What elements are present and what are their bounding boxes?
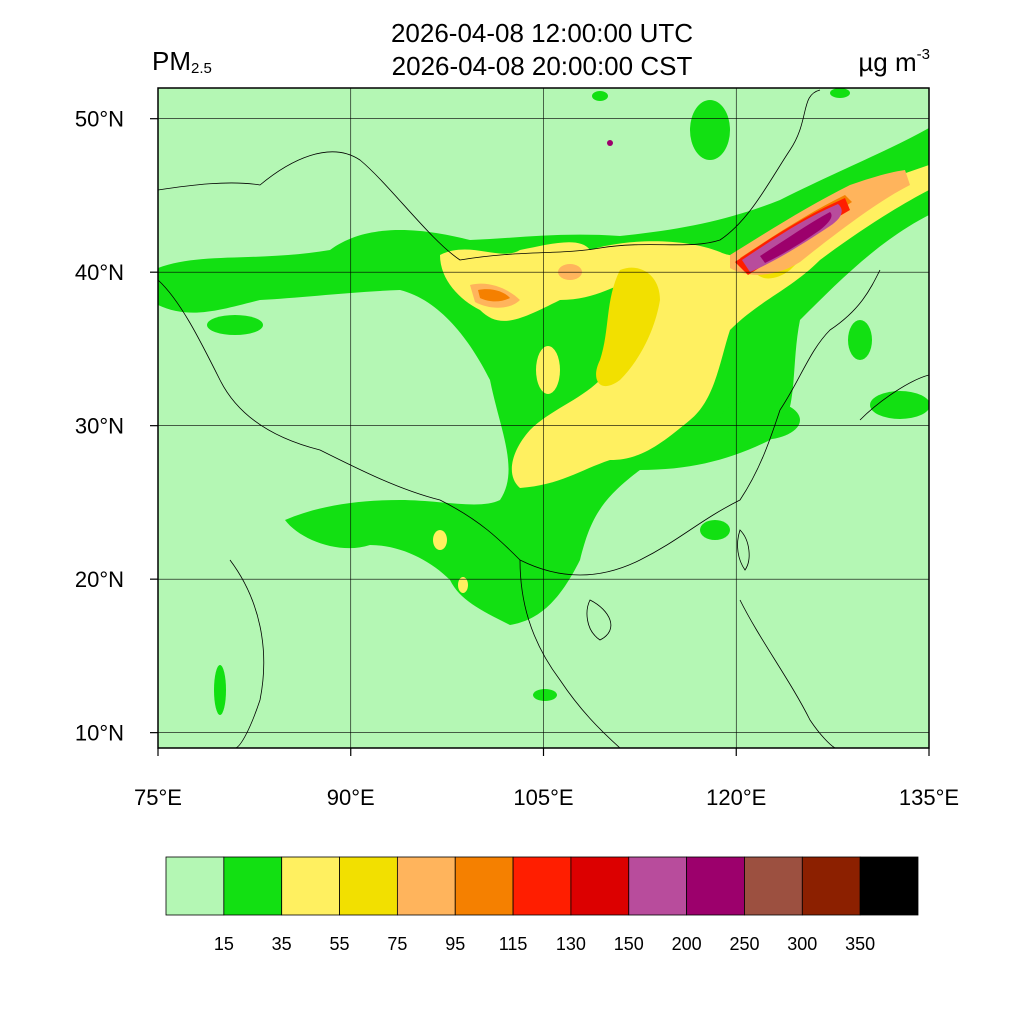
field-blob <box>207 315 263 335</box>
lat-tick-label: 40°N <box>75 260 124 285</box>
field-blob <box>536 346 560 394</box>
boundary-line <box>229 559 265 748</box>
colorbar-label: 200 <box>672 934 702 954</box>
lon-tick-label: 120°E <box>706 785 766 810</box>
colorbar-swatch <box>859 856 919 916</box>
colorbar-swatch <box>223 856 283 916</box>
colorbar-swatch <box>744 856 803 916</box>
colorbar-swatch <box>801 856 861 916</box>
colorbar-swatch <box>396 856 456 916</box>
boundary-line <box>158 279 781 576</box>
lon-ticks: 75°E 90°E 105°E 120°E 135°E <box>134 748 959 810</box>
colorbar: 15 35 55 75 95 115 130 150 200 250 300 350 <box>165 856 919 954</box>
field-blob <box>690 100 730 160</box>
colorbar-swatch <box>512 856 572 916</box>
colorbar-swatch <box>339 856 398 916</box>
units-exponent: -3 <box>916 46 930 63</box>
colorbar-label: 130 <box>556 934 586 954</box>
graticule <box>158 88 929 748</box>
boundary-line <box>739 599 836 748</box>
lat-tick-label: 30°N <box>75 414 124 439</box>
colorbar-label: 95 <box>445 934 465 954</box>
field-blob <box>870 391 929 419</box>
colorbar-swatch <box>281 856 340 916</box>
colorbar-label: 115 <box>499 934 528 954</box>
field-blob <box>830 88 850 98</box>
lat-tick-label: 50°N <box>75 107 124 132</box>
colorbar-swatch <box>454 856 514 916</box>
colorbar-label: 350 <box>845 934 875 954</box>
colorbar-label: 250 <box>729 934 759 954</box>
colorbar-label: 150 <box>614 934 644 954</box>
field-blob <box>533 689 557 701</box>
field-blob <box>458 577 468 593</box>
variable-label: PM2.5 <box>152 46 212 77</box>
units-base: µg m <box>858 47 917 77</box>
field-blob <box>700 520 730 540</box>
title-local: 2026-04-08 20:00:00 CST <box>391 51 693 81</box>
variable-name: PM <box>152 46 191 76</box>
variable-subscript: 2.5 <box>191 60 212 77</box>
colorbar-label: 55 <box>330 934 350 954</box>
lat-ticks: 10°N 20°N 30°N 40°N 50°N <box>75 107 158 746</box>
colorbar-swatch <box>165 856 225 916</box>
boundary-line <box>586 599 612 641</box>
lon-tick-label: 135°E <box>899 785 959 810</box>
field-blob <box>433 530 447 550</box>
colorbar-swatch <box>686 856 745 916</box>
colorbar-swatch <box>570 856 630 916</box>
field-blob <box>848 320 872 360</box>
colorbar-label: 35 <box>272 934 292 954</box>
field-blob <box>607 140 613 146</box>
lat-tick-label: 10°N <box>75 721 124 746</box>
map-boundaries <box>158 89 929 748</box>
lon-tick-label: 105°E <box>513 785 573 810</box>
boundary-line <box>158 89 821 261</box>
boundary-line <box>859 374 929 421</box>
field-200-250 <box>607 140 832 263</box>
lon-tick-label: 75°E <box>134 785 182 810</box>
field-blob <box>720 400 800 440</box>
title-utc: 2026-04-08 12:00:00 UTC <box>390 18 694 48</box>
field-blob <box>214 665 226 715</box>
units-label: µg m-3 <box>858 46 930 78</box>
boundary-line <box>519 559 621 748</box>
field-blob <box>592 91 608 101</box>
colorbar-swatch <box>628 856 688 916</box>
colorbar-label: 75 <box>387 934 407 954</box>
boundary-line <box>779 269 881 411</box>
lat-tick-label: 20°N <box>75 567 124 592</box>
boundary-line <box>737 529 750 571</box>
colorbar-label: 15 <box>214 934 234 954</box>
colorbar-label: 300 <box>787 934 817 954</box>
lon-tick-label: 90°E <box>327 785 375 810</box>
